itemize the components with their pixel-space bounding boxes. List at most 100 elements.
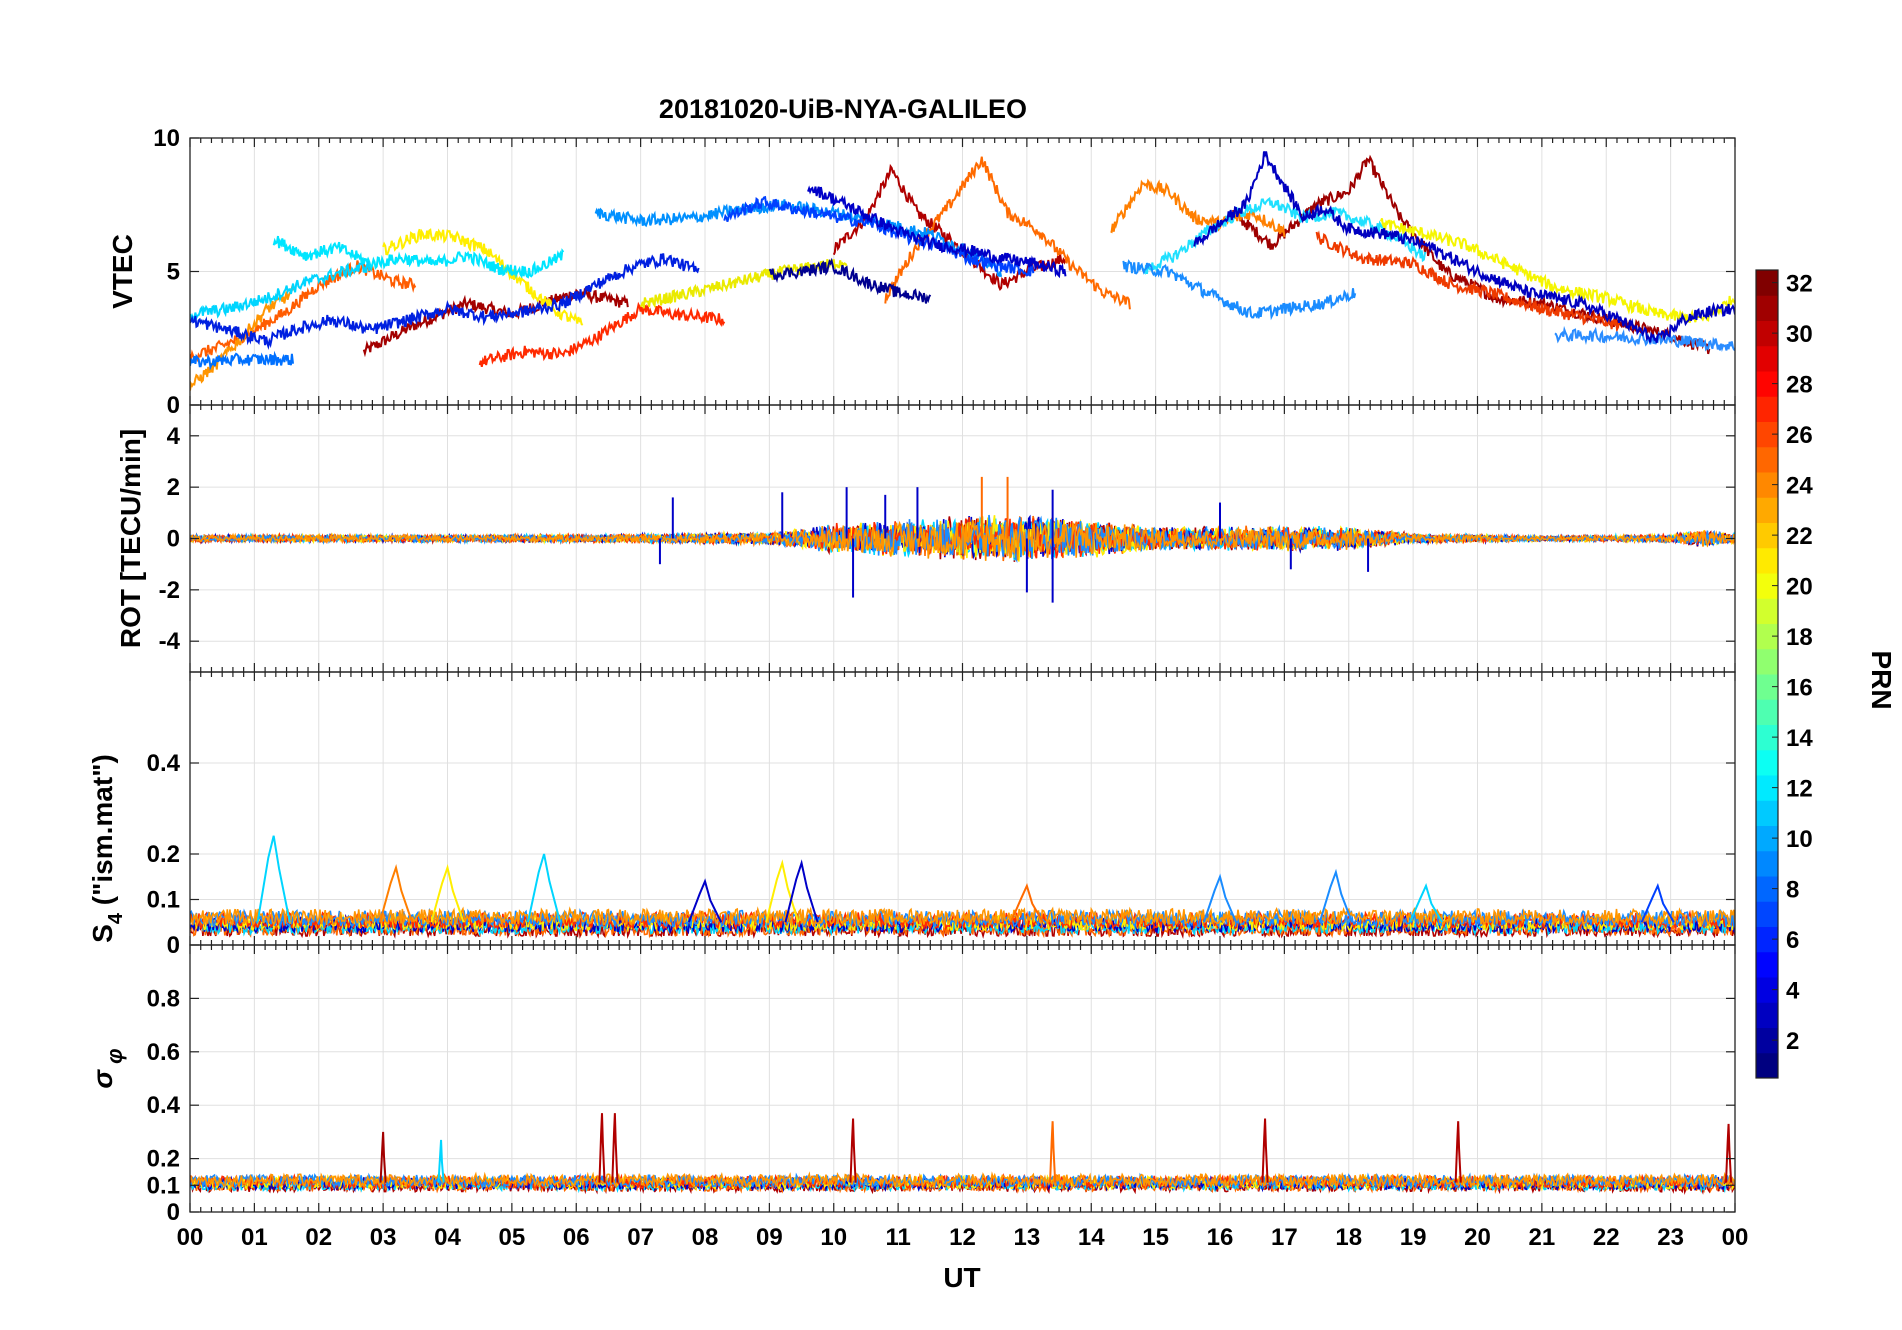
y-tick-label: 0.8: [147, 985, 180, 1012]
x-tick-label: 00: [177, 1224, 204, 1251]
x-tick-label: 19: [1400, 1224, 1427, 1251]
colorbar-tick-label: 32: [1786, 271, 1813, 298]
colorbar-swatch: [1756, 1027, 1778, 1054]
y-tick-label: 10: [153, 125, 180, 152]
colorbar-tick-label: 30: [1786, 321, 1813, 348]
colorbar-swatch: [1756, 522, 1778, 549]
colorbar-swatch: [1756, 850, 1778, 877]
y-tick-label: -4: [159, 628, 181, 655]
vtec-series-prn-5: [190, 253, 700, 351]
s4-spike: [784, 859, 819, 923]
y-tick-label: 0: [167, 526, 180, 553]
colorbar-swatch: [1756, 345, 1778, 372]
y-axis-label-vtec: VTEC: [107, 234, 138, 309]
colorbar-swatch: [1756, 674, 1778, 700]
x-tick-label: 04: [434, 1224, 461, 1251]
vtec-series-prn-30: [832, 163, 1067, 292]
x-tick-label: 20: [1464, 1224, 1491, 1251]
sigma_phi-spike: [598, 1113, 606, 1183]
colorbar-tick-label: 16: [1786, 675, 1813, 702]
vtec-series-prn-12: [272, 235, 565, 279]
y-tick-label: 0.1: [147, 1172, 180, 1199]
colorbar-tick-label: 26: [1786, 422, 1813, 449]
x-ticks-s4: [189, 672, 1736, 945]
x-tick-label: 13: [1014, 1224, 1041, 1251]
colorbar-swatch: [1756, 270, 1778, 296]
vtec-series-prn-11: [190, 261, 371, 323]
vtec-series-prn-6: [723, 195, 1035, 277]
s4-label-sub: 4: [105, 912, 127, 924]
s4-spike: [1640, 883, 1675, 923]
colorbar-swatch: [1756, 825, 1778, 852]
y-tick-label: 0.1: [147, 887, 180, 914]
colorbar-swatch: [1756, 775, 1778, 801]
y-tick-label: 4: [167, 423, 181, 450]
colorbar-tick-label: 2: [1786, 1028, 1799, 1055]
sigma_phi-spike: [849, 1118, 857, 1183]
vtec-series-prn-20: [382, 228, 584, 326]
colorbar-tick-label: 8: [1786, 877, 1799, 904]
y-axis-label-rot: ROT [TECU/min]: [115, 429, 146, 648]
colorbar-label: PRN: [1866, 650, 1897, 709]
colorbar-swatch: [1756, 977, 1778, 1003]
sigma_phi-spike: [1049, 1121, 1057, 1183]
x-tick-label: 07: [627, 1224, 654, 1251]
colorbar-swatch: [1756, 699, 1778, 725]
colorbar-tick-label: 22: [1786, 523, 1813, 550]
colorbar-swatch: [1756, 800, 1778, 826]
s4-label-rest: ("ism.mat"): [87, 754, 118, 913]
x-tick-label: 00: [1722, 1224, 1749, 1251]
y-tick-label: 0.4: [147, 1092, 181, 1119]
plot-area-s4: [190, 835, 1735, 940]
y-tick-label: 0: [167, 932, 180, 959]
colorbar-swatch: [1756, 396, 1778, 422]
vtec-series-prn-8: [1554, 325, 1735, 352]
vtec-series-prn-9: [1122, 259, 1357, 321]
colorbar-swatch: [1756, 648, 1778, 675]
sigma_phi-spike: [437, 1139, 445, 1183]
vtec-series-prn-23: [1110, 178, 1286, 238]
colorbar-swatch: [1756, 295, 1778, 321]
x-ticks-rot: [189, 405, 1736, 672]
grid-sigma_phi: [189, 945, 1736, 1213]
s4-trace: [190, 915, 1735, 937]
colorbar-swatch: [1756, 547, 1778, 574]
colorbar-swatch: [1756, 446, 1778, 473]
x-tick-label: 17: [1271, 1224, 1298, 1251]
s4-spike: [687, 878, 722, 923]
s4-spike: [1009, 883, 1044, 923]
x-tick-label: 08: [692, 1224, 719, 1251]
colorbar-tick-label: 12: [1786, 776, 1813, 803]
colorbar-swatch: [1756, 1002, 1778, 1028]
y-tick-label: 0: [167, 392, 180, 419]
y-tick-label: 5: [167, 259, 180, 286]
x-tick-labels: 00 01 02 03 04 05 06 07 08 09 10 11 12 13 14 15 16 17 18 19…: [177, 1224, 1749, 1251]
sigma-label-main: σ: [87, 1069, 118, 1089]
colorbar-swatch: [1756, 371, 1778, 397]
colorbar-swatch: [1756, 724, 1778, 751]
sigma_phi-spike: [1261, 1118, 1269, 1183]
colorbar-tick-label: 10: [1786, 826, 1813, 853]
colorbar-swatch: [1756, 749, 1778, 776]
colorbar-tick-label: 20: [1786, 574, 1813, 601]
s4-spike: [526, 853, 562, 923]
s4-spike: [256, 835, 291, 923]
sigma_phi-spike: [1724, 1123, 1733, 1183]
colorbar-swatch: [1756, 497, 1778, 523]
vtec-series-prn-25: [190, 260, 417, 365]
x-tick-label: 03: [370, 1224, 397, 1251]
x-tick-label: 21: [1529, 1224, 1556, 1251]
sigma_phi-spike: [379, 1131, 387, 1183]
x-tick-label: 01: [241, 1224, 268, 1251]
x-tick-label: 18: [1335, 1224, 1362, 1251]
x-tick-label: 10: [820, 1224, 847, 1251]
x-ticks-vtec: [189, 138, 1736, 405]
colorbar-tick-label: 24: [1786, 473, 1813, 500]
chart-title: 20181020-UiB-NYA-GALILEO: [659, 94, 1027, 124]
y-tick-label: 0.6: [147, 1039, 180, 1066]
panel-sigma_phi: 00.10.2 0.4 0.6 0.8 σ φ: [87, 944, 1736, 1226]
sigma_phi-spike: [611, 1113, 619, 1183]
